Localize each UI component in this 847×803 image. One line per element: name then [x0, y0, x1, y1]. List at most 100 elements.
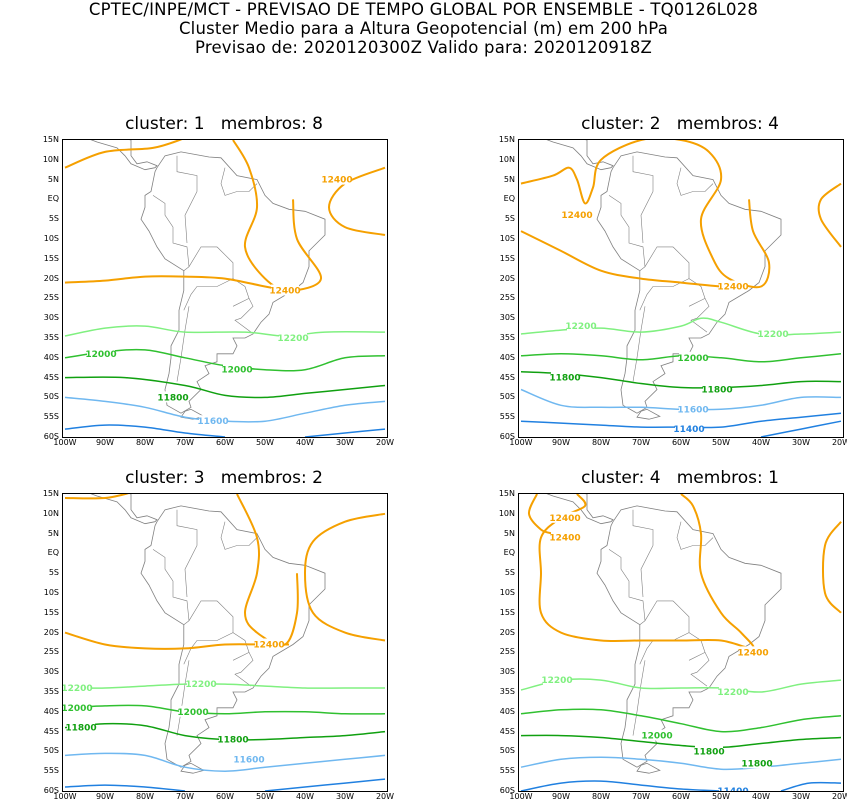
country-border [672, 600, 690, 633]
contour-label: 12200 [63, 684, 93, 694]
lat-tick-label: 60S [43, 432, 59, 441]
contour-label: 12000 [641, 732, 672, 742]
contour-line [821, 521, 842, 614]
lat-tick-label: 35S [43, 333, 59, 342]
map-panel: 12400 12400 12400 12200 12200 12000 11800 11800… [518, 493, 844, 792]
lat-tick-label: 10N [42, 508, 59, 518]
country-border [184, 545, 198, 598]
lat-tick-label: 40S [43, 352, 59, 362]
country-border [608, 195, 646, 271]
contour-label-bg [551, 371, 579, 383]
contour-label-bg [703, 383, 731, 395]
country-border [632, 155, 654, 192]
contour-label: 12200 [565, 322, 596, 332]
lat-tick-label: 25S [499, 647, 515, 657]
contour-label-bg [551, 511, 579, 523]
coastline [636, 762, 661, 774]
contour-label: 11400 [673, 425, 704, 435]
lat-tick-label: 15N [498, 135, 515, 144]
contour-line [327, 166, 386, 236]
lon-tick-label: 20W [831, 438, 847, 447]
coastline [140, 505, 326, 768]
contour-line [304, 428, 386, 437]
lon-tick-label: 60W [215, 438, 235, 447]
lat-tick-label: 10N [498, 508, 515, 518]
contour-line [64, 784, 186, 791]
contour-line [232, 140, 322, 292]
country-border [234, 298, 254, 333]
lat-tick-label: EQ [47, 548, 59, 558]
lat-tick-label: 10N [498, 154, 515, 164]
contour-label: 11800 [217, 736, 248, 746]
contour-label: 12400 [253, 641, 284, 651]
country-border [632, 306, 646, 382]
lat-tick-label: 35S [43, 687, 59, 696]
contour-line [264, 778, 386, 791]
contour-label-bg [159, 391, 187, 403]
lat-tick-label: 15N [498, 489, 515, 498]
lon-tick-label: 90W [95, 792, 115, 801]
lon-tick-label: 90W [551, 792, 571, 801]
lon-tick-label: 30W [335, 438, 355, 447]
contour-label: 11800 [157, 393, 188, 403]
country-border [632, 660, 646, 736]
contour-label: 12400 [717, 283, 748, 293]
country-border [220, 167, 258, 196]
country-border [232, 632, 250, 661]
contour-line [520, 734, 842, 749]
country-border [690, 652, 710, 687]
map-svg: 12400 12400 12200 12200 12000 11800 11800 11600… [520, 140, 842, 437]
contour-label: 11400 [717, 787, 748, 791]
lat-tick-label: 10S [43, 588, 59, 597]
lat-tick-label: 40S [499, 352, 515, 362]
lat-tick-label: 15S [499, 253, 515, 263]
contour-label-bg [235, 753, 263, 765]
lat-tick-label: 60S [43, 786, 59, 795]
contour-line [64, 376, 386, 399]
contour-label-bg [643, 729, 671, 741]
contour-line [64, 140, 183, 169]
country-border [676, 167, 714, 196]
lat-tick-label: 50S [43, 746, 59, 756]
lon-tick-label: 20W [831, 792, 847, 801]
map-panel: 12400 12400 12200 12000 12000 11800 11600 [62, 139, 388, 438]
lat-tick-label: 30S [43, 313, 59, 323]
lat-tick-label: 5S [504, 214, 515, 224]
lat-tick-label: 5S [48, 568, 59, 578]
lon-tick-label: 40W [751, 438, 771, 447]
coastline [546, 494, 614, 525]
contour-label-bg [695, 745, 723, 757]
lat-tick-label: 45S [43, 726, 59, 736]
coastline [90, 494, 158, 525]
country-border [176, 660, 190, 736]
contour-label: 11600 [233, 755, 264, 765]
contour-label: 11800 [701, 386, 732, 396]
lon-tick-label: 70W [631, 438, 651, 447]
lat-tick-label: 5N [503, 174, 515, 184]
lat-tick-label: 15S [43, 607, 59, 617]
lon-tick-label: 90W [95, 438, 115, 447]
country-border [632, 509, 654, 546]
lat-tick-label: 5N [47, 174, 59, 184]
lon-tick-label: 30W [791, 792, 811, 801]
lon-tick-label: 30W [335, 792, 355, 801]
lat-tick-label: 10S [43, 234, 59, 243]
lon-tick-label: 20W [375, 792, 395, 801]
contour-label-bg [719, 686, 747, 697]
country-border [234, 652, 254, 687]
country-border [216, 600, 234, 633]
lat-tick-label: 30S [43, 667, 59, 677]
country-border [608, 549, 646, 625]
lat-tick-label: 5N [47, 528, 59, 538]
lat-tick-label: 55S [43, 766, 59, 776]
contour-line [817, 182, 842, 248]
lon-tick-label: 40W [751, 792, 771, 801]
country-border [183, 278, 234, 311]
country-border [639, 632, 690, 665]
country-border [176, 509, 198, 546]
map-panel: 12400 12200 12200 12000 12000 11800 11800 11600 [62, 493, 388, 792]
country-border [220, 521, 258, 550]
contour-label-bg [219, 733, 247, 745]
figure-title: CPTEC/INPE/MCT - PREVISAO DE TEMPO GLOBA… [88, 0, 759, 19]
contour-line [527, 494, 554, 535]
